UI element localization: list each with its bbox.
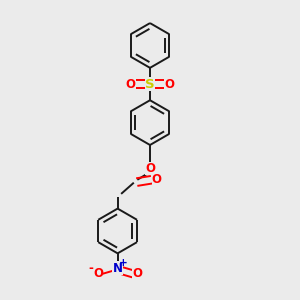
Text: O: O — [145, 162, 155, 175]
Text: O: O — [126, 77, 136, 91]
Text: +: + — [118, 258, 127, 268]
Text: O: O — [164, 77, 174, 91]
Text: O: O — [93, 268, 103, 281]
Text: O: O — [132, 268, 142, 281]
Text: O: O — [152, 173, 162, 186]
Text: S: S — [145, 77, 155, 91]
Text: -: - — [89, 262, 94, 275]
Text: N: N — [112, 262, 123, 275]
